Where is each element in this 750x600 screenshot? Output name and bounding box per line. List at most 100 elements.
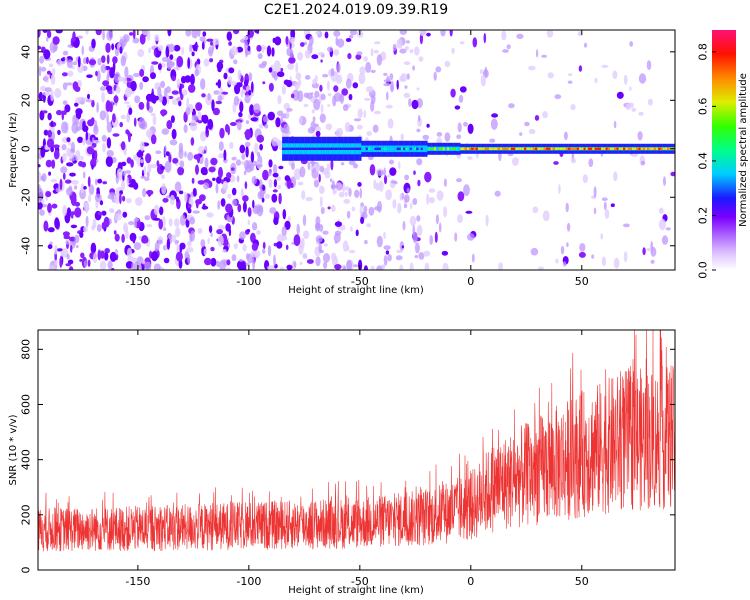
heatmap-cell (175, 227, 181, 238)
heatmap-cell (66, 59, 73, 69)
heatmap-cell (281, 85, 286, 95)
heatmap-cell (267, 111, 275, 121)
heatmap-cell (333, 49, 340, 56)
heatmap-cell (280, 67, 284, 72)
heatmap-cell (154, 242, 160, 251)
heatmap-cell (180, 76, 187, 84)
heatmap-cell (72, 61, 78, 66)
heatmap-cell (499, 147, 503, 150)
heatmap-cell (295, 147, 298, 150)
heatmap-cell (354, 189, 360, 198)
heatmap-cell (244, 181, 248, 190)
heatmap-cell (219, 127, 225, 139)
heatmap-cell (284, 147, 287, 150)
heatmap-cell (66, 162, 74, 167)
heatmap-cell (43, 49, 51, 60)
spec-ytick-label: -20 (20, 188, 33, 206)
heatmap-cell (629, 41, 634, 47)
heatmap-cell (199, 194, 206, 202)
heatmap-cell (372, 124, 379, 133)
heatmap-cell (251, 222, 258, 231)
heatmap-cell (141, 260, 146, 265)
heatmap-cell (650, 259, 655, 264)
heatmap-cell (272, 164, 278, 174)
heatmap-cell (124, 66, 129, 79)
heatmap-cell (233, 95, 240, 106)
heatmap-cell (383, 175, 388, 185)
heatmap-cell (591, 254, 595, 259)
heatmap-cell (416, 158, 423, 166)
heatmap-cell (201, 169, 208, 176)
heatmap-cell (631, 107, 637, 112)
heatmap-cell (88, 194, 92, 203)
heatmap-cell (515, 147, 518, 150)
heatmap-cell (62, 100, 68, 105)
heatmap-cell (186, 246, 194, 253)
heatmap-cell (216, 229, 224, 235)
heatmap-cell (308, 147, 311, 150)
colorbar-label: Normalized spectral amplitude (738, 73, 749, 227)
heatmap-cell (126, 176, 129, 187)
heatmap-cell (314, 126, 321, 132)
heatmap-cell (187, 151, 194, 161)
heatmap-cell (614, 147, 617, 150)
heatmap-cell (203, 58, 210, 67)
heatmap-cell (80, 161, 87, 168)
heatmap-cell (306, 259, 314, 264)
heatmap-cell (346, 210, 351, 219)
heatmap-cell (444, 147, 448, 150)
heatmap-cell (217, 234, 224, 247)
snr-panel: -150 -100 -50 0 50 0 200 400 600 800 Height of st… (8, 329, 676, 596)
heatmap-cell (541, 147, 545, 150)
heatmap-cell (353, 163, 358, 169)
snr-xtick-label: -100 (236, 575, 261, 588)
heatmap-cell (506, 147, 509, 150)
heatmap-cell (616, 91, 624, 99)
spec-xtick-label: -100 (236, 275, 261, 288)
heatmap-cell (576, 147, 580, 150)
heatmap-cell (366, 223, 371, 228)
snr-ytick-label: 400 (20, 449, 33, 470)
heatmap-cell (440, 30, 446, 37)
heatmap-cell (411, 147, 415, 150)
heatmap-cell (210, 257, 217, 267)
heatmap-cell (424, 262, 430, 270)
heatmap-cell (405, 147, 408, 150)
heatmap-cell (414, 255, 419, 259)
heatmap-cell (370, 265, 375, 270)
heatmap-cell (542, 111, 548, 119)
heatmap-cell (190, 73, 195, 86)
heatmap-cell (204, 157, 209, 169)
heatmap-cell (42, 110, 48, 114)
heatmap-cell (312, 78, 316, 85)
heatmap-cell (145, 153, 152, 164)
heatmap-cell (237, 69, 242, 81)
heatmap-cell (69, 211, 76, 216)
heatmap-cell (190, 230, 196, 242)
heatmap-cell (226, 172, 232, 179)
heatmap-cell (581, 147, 584, 150)
heatmap-cell (558, 184, 561, 195)
heatmap-cell (424, 171, 432, 183)
heatmap-cell (253, 103, 261, 114)
heatmap-cell (293, 147, 296, 150)
heatmap-cell (355, 229, 359, 237)
heatmap-cell (318, 173, 321, 183)
heatmap-cell (548, 147, 551, 150)
heatmap-cell (416, 215, 421, 222)
heatmap-cell (244, 39, 248, 51)
heatmap-cell (267, 265, 275, 270)
heatmap-cell (348, 187, 352, 197)
heatmap-cell (129, 32, 134, 36)
heatmap-cell (406, 73, 410, 80)
heatmap-cell (39, 209, 45, 216)
heatmap-cell (326, 147, 329, 150)
heatmap-cell (237, 203, 242, 213)
heatmap-cell (378, 147, 382, 150)
heatmap-cell (387, 118, 394, 129)
heatmap-cell (376, 54, 383, 66)
snr-xlabel: Height of straight line (km) (288, 585, 424, 596)
heatmap-cell (471, 253, 475, 263)
heatmap-cell (97, 211, 103, 216)
heatmap-cell (249, 163, 255, 172)
